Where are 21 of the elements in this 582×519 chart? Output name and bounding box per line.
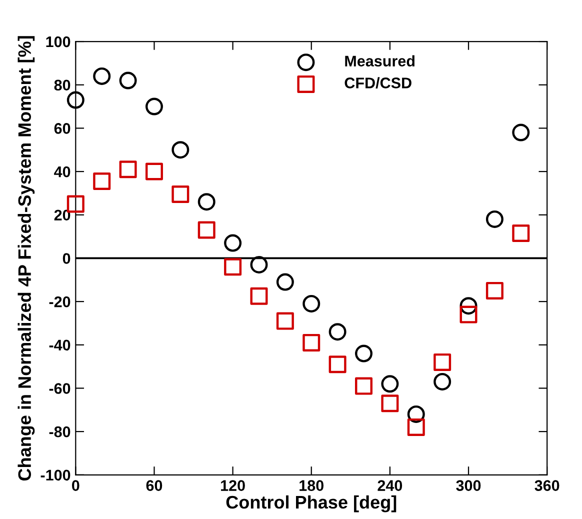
x-tick-label: 0 (72, 480, 80, 491)
x-tick-label: 360 (534, 480, 560, 491)
y-tick-label: 0 (62, 253, 70, 264)
x-tick-label: 120 (221, 480, 245, 491)
y-tick-label: -80 (49, 426, 70, 438)
x-tick-label: 300 (456, 480, 481, 491)
y-tick-label: 100 (46, 36, 70, 48)
y-tick-label: -60 (49, 383, 70, 394)
y-tick-label: 80 (54, 80, 70, 91)
x-tick-label: 240 (378, 480, 402, 491)
x-tick-label: 60 (146, 480, 162, 491)
y-tick-label: -20 (49, 296, 70, 308)
legend-label: Measured (345, 55, 414, 66)
y-tick-label: -40 (49, 340, 70, 351)
x-axis-title: Control Phase [deg] (226, 495, 396, 512)
y-tick-label: 40 (54, 166, 70, 178)
legend-label: CFD/CSD (344, 77, 412, 89)
y-tick-label: 60 (54, 123, 70, 134)
x-tick-label: 180 (300, 480, 324, 491)
y-tick-label: -100 (40, 470, 70, 481)
y-axis-title: Change in Normalized 4P Fixed-System Moment [%] (18, 36, 35, 481)
